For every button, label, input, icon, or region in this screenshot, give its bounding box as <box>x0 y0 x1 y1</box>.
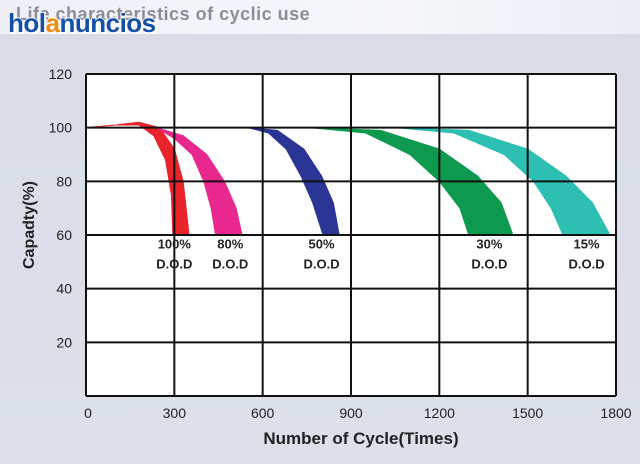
x-tick-label-6: 1800 <box>600 405 631 421</box>
logo-part-2: a <box>45 8 60 38</box>
series-label-3-line-2: D.O.D <box>303 256 339 271</box>
logo-part-3: nuncios <box>59 8 156 38</box>
x-axis-label: Number of Cycle(Times) <box>263 429 458 448</box>
series-labels: 100% D.O.D 80% D.O.D 50% D.O.D 30% D.O.D 15% D.O.… <box>156 236 604 271</box>
y-axis-label: Capadty(%) <box>21 181 38 269</box>
series-label-5-line-1: 15% <box>574 236 600 251</box>
chart-title: Life characteristics of cyclic use <box>16 4 311 24</box>
chart-grid <box>85 73 617 397</box>
y-tick-label-1: 40 <box>56 281 72 297</box>
x-tick-label-3: 900 <box>339 405 363 421</box>
series-label-4-line-1: 30% <box>476 236 502 251</box>
series-label-4-line-2: D.O.D <box>471 256 507 271</box>
series-label-3-line-1: 50% <box>309 236 335 251</box>
series-label-1-line-2: D.O.D <box>156 256 192 271</box>
series-label-1-line-1: 100% <box>158 236 192 251</box>
series-label-2-line-2: D.O.D <box>212 256 248 271</box>
y-tick-label-2: 60 <box>56 227 72 243</box>
series-label-5-line-2: D.O.D <box>568 256 604 271</box>
title-bar: Life characteristics of cyclic use <box>0 0 640 34</box>
watermark-logo: holanuncios <box>8 8 156 39</box>
series-label-2-line-1: 80% <box>217 236 243 251</box>
x-tick-label-0: 0 <box>84 405 92 421</box>
y-tick-label-5: 120 <box>49 66 73 82</box>
x-tick-label-4: 1200 <box>424 405 455 421</box>
x-tick-label-2: 600 <box>251 405 275 421</box>
logo-part-1: hol <box>8 8 46 38</box>
x-tick-label-1: 300 <box>163 405 187 421</box>
y-tick-label-4: 100 <box>49 120 73 136</box>
y-tick-label-0: 20 <box>56 334 72 350</box>
x-tick-label-5: 1500 <box>512 405 543 421</box>
y-tick-label-3: 80 <box>56 173 72 189</box>
